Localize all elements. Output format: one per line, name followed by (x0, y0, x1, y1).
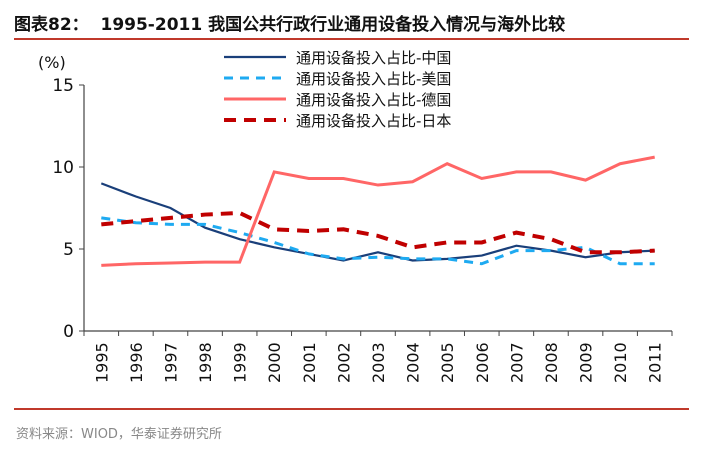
x-tick-label: 2003 (369, 342, 388, 383)
series-line-0 (100, 182, 655, 262)
x-tick-label: 2008 (542, 342, 561, 383)
x-tick-label: 2010 (611, 342, 630, 383)
legend-label: 通用设备投入占比-美国 (296, 70, 451, 88)
x-tick-label: 1997 (161, 342, 180, 383)
x-tick-label: 1998 (196, 342, 215, 383)
chart-title: 图表82： 1995-2011 我国公共行政行业通用设备投入情况与海外比较 (14, 15, 566, 35)
x-tick-label: 2011 (646, 342, 665, 383)
x-tick-label: 2005 (438, 342, 457, 383)
series-line-3 (101, 210, 655, 255)
x-tick-label: 2007 (507, 342, 526, 383)
source-divider (14, 408, 689, 410)
y-axis-label: (%) (38, 53, 66, 72)
x-tick-label: 1996 (127, 342, 146, 383)
legend-label: 通用设备投入占比-德国 (296, 91, 451, 109)
legend-label: 通用设备投入占比-日本 (296, 112, 451, 130)
x-tick-label: 2000 (265, 342, 284, 383)
title-divider (14, 38, 689, 40)
x-tick-label: 1999 (231, 342, 250, 383)
source-note: 资料来源：WIOD，华泰证券研究所 (16, 427, 222, 442)
y-tick-label: 10 (52, 158, 74, 178)
series-line-2 (101, 155, 655, 267)
x-tick-label: 2006 (473, 342, 492, 383)
x-tick-label: 1995 (92, 342, 111, 383)
series-line-1 (101, 216, 655, 266)
x-tick-label: 2004 (404, 342, 423, 383)
y-tick-label: 15 (52, 76, 74, 96)
x-tick-label: 2009 (577, 342, 596, 383)
x-tick-label: 2002 (334, 342, 353, 383)
x-tick-label: 2001 (300, 342, 319, 383)
legend-label: 通用设备投入占比-中国 (296, 49, 451, 67)
y-tick-label: 0 (63, 322, 74, 342)
y-tick-label: 5 (63, 240, 74, 260)
